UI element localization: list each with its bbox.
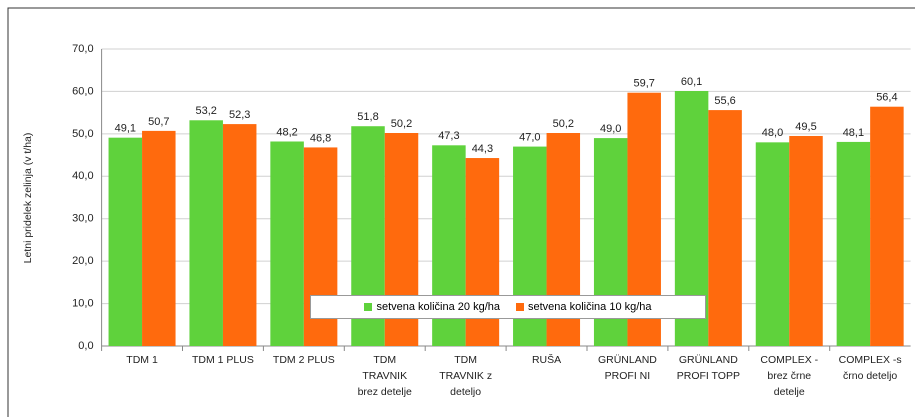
legend-label: setvena količina 10 kg/ha — [528, 301, 652, 313]
x-tick-label: TDM TRAVNIK brez detelje — [357, 354, 412, 398]
value-label: 47,3 — [438, 130, 459, 142]
value-label: 44,3 — [472, 143, 493, 155]
y-tick-label: 30,0 — [72, 213, 93, 225]
x-tick-label: TDM 2 PLUS — [272, 354, 335, 366]
frame — [7, 7, 915, 417]
y-tick-label: 10,0 — [72, 297, 93, 309]
bar — [142, 130, 176, 346]
bar — [708, 110, 742, 347]
legend-item: setvena količina 10 kg/ha — [516, 301, 652, 313]
x-tick-label: GRÜNLAND PROFI NI — [597, 354, 657, 382]
value-label: 50,2 — [391, 118, 412, 130]
value-label: 55,6 — [714, 95, 735, 107]
value-label: 49,5 — [795, 121, 816, 133]
bar — [755, 142, 790, 346]
x-tick-label: GRÜNLAND PROFI TOPP — [676, 354, 740, 382]
legend: setvena količina 20 kg/ha setvena količin… — [310, 295, 706, 319]
legend-swatch — [364, 303, 373, 311]
x-tick-label: RUŠA — [531, 354, 562, 366]
legend-label: setvena količina 20 kg/ha — [376, 301, 500, 313]
bar — [189, 120, 223, 346]
value-label: 59,7 — [633, 78, 654, 90]
value-label: 48,0 — [762, 127, 783, 139]
x-tick-label: TDM TRAVNIK z deteljo — [439, 354, 493, 398]
bar — [836, 141, 871, 346]
x-tick-label: TDM 1 — [126, 354, 158, 366]
y-tick-label: 0,0 — [78, 340, 93, 352]
value-label: 52,3 — [229, 109, 250, 121]
value-label: 56,4 — [876, 92, 897, 104]
x-tick-label: TDM 1 PLUS — [192, 354, 254, 366]
legend-item: setvena količina 20 kg/ha — [364, 301, 500, 313]
y-tick-label: 20,0 — [72, 255, 93, 267]
value-label: 47,0 — [519, 131, 540, 143]
bar — [270, 141, 304, 346]
value-label: 49,1 — [115, 123, 136, 135]
value-label: 51,8 — [357, 111, 378, 123]
y-tick-label: 60,0 — [72, 85, 93, 97]
value-label: 46,8 — [310, 132, 331, 144]
bar — [789, 135, 823, 346]
bar — [108, 137, 143, 346]
value-label: 50,7 — [148, 116, 169, 128]
x-tick-label: COMPLEX -s črno deteljo — [838, 354, 902, 382]
value-label: 53,2 — [195, 105, 216, 117]
y-tick-label: 50,0 — [72, 128, 93, 140]
y-axis-label: Letni pridelek zelinja (v t/ha) — [22, 133, 34, 264]
legend-swatch — [516, 303, 524, 311]
x-tick-label: COMPLEX - brez črne detelje — [760, 354, 819, 398]
value-label: 48,1 — [843, 127, 864, 139]
bar — [222, 124, 257, 346]
y-tick-label: 40,0 — [72, 170, 93, 182]
value-label: 48,2 — [276, 126, 297, 138]
y-tick-label: 70,0 — [72, 43, 93, 55]
value-label: 49,0 — [600, 123, 621, 135]
value-label: 60,1 — [681, 76, 702, 88]
value-label: 50,2 — [553, 118, 574, 130]
bar — [870, 106, 904, 347]
